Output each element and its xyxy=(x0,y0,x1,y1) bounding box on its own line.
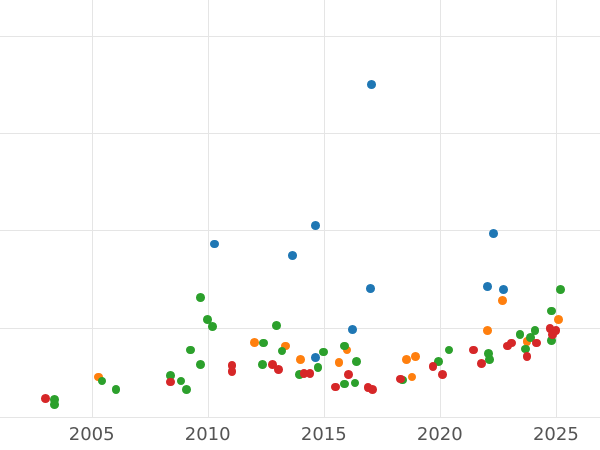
data-point-green xyxy=(50,395,59,404)
data-point-red xyxy=(227,366,237,376)
data-point-blue xyxy=(288,251,297,260)
data-point-red xyxy=(502,341,512,351)
data-point-red xyxy=(40,394,50,403)
data-point-orange xyxy=(411,352,420,362)
x-gridline xyxy=(91,0,93,417)
data-point-red xyxy=(477,359,486,368)
data-point-red xyxy=(548,330,557,339)
data-point-red xyxy=(522,352,532,362)
data-point-blue xyxy=(488,228,498,238)
data-point-green xyxy=(485,355,495,365)
data-point-green xyxy=(166,370,175,380)
x-tick-label: 2005 xyxy=(68,424,115,445)
data-point-blue xyxy=(210,239,220,249)
data-point-red xyxy=(299,368,309,378)
data-point-green xyxy=(556,285,565,295)
data-point-red xyxy=(545,324,555,333)
data-point-red xyxy=(469,345,478,355)
data-point-orange xyxy=(553,315,563,325)
data-point-green xyxy=(196,293,206,302)
data-point-green xyxy=(277,346,287,356)
data-point-red xyxy=(331,382,340,392)
data-point-green xyxy=(350,378,360,388)
data-point-blue xyxy=(311,221,321,230)
data-point-green xyxy=(111,385,121,395)
data-point-green xyxy=(434,357,444,366)
data-point-green xyxy=(526,332,535,342)
data-point-red xyxy=(437,369,447,379)
x-axis-line xyxy=(0,417,600,418)
data-point-blue xyxy=(367,80,376,89)
data-point-blue xyxy=(365,284,375,294)
data-point-green xyxy=(208,322,217,331)
data-point-green xyxy=(259,338,268,348)
data-point-blue xyxy=(499,285,509,295)
data-point-green xyxy=(521,344,531,354)
data-point-blue xyxy=(483,282,492,292)
x-tick-label: 2025 xyxy=(532,424,579,445)
data-point-blue xyxy=(348,325,358,334)
data-point-red xyxy=(507,338,517,348)
data-point-green xyxy=(97,376,107,386)
data-point-red xyxy=(343,369,353,379)
data-point-green xyxy=(340,341,350,351)
data-point-orange xyxy=(281,341,290,351)
x-gridline xyxy=(323,0,325,417)
plot-area xyxy=(0,0,600,417)
data-point-green xyxy=(257,360,267,369)
data-point-red xyxy=(368,385,377,395)
data-point-green xyxy=(271,321,281,330)
y-gridline xyxy=(0,230,600,232)
x-tick-label: 2015 xyxy=(300,424,347,445)
y-gridline xyxy=(0,36,600,37)
x-gridline xyxy=(555,0,557,417)
data-point-green xyxy=(351,357,361,366)
data-point-green xyxy=(546,306,556,316)
data-point-orange xyxy=(296,355,305,365)
data-point-green xyxy=(50,400,59,409)
data-point-green xyxy=(484,349,493,359)
y-gridline xyxy=(0,133,600,135)
data-point-green xyxy=(176,376,186,386)
data-point-green xyxy=(444,345,454,355)
data-point-orange xyxy=(342,345,352,355)
data-point-red xyxy=(166,377,175,387)
data-point-orange xyxy=(249,337,259,347)
data-point-green xyxy=(340,379,350,389)
data-point-red xyxy=(551,326,561,335)
data-point-red xyxy=(227,361,237,370)
data-point-red xyxy=(305,368,315,378)
data-point-green xyxy=(515,330,525,339)
data-point-orange xyxy=(401,355,411,365)
x-axis-tick-labels: 2005 2010 2015 2020 2025 xyxy=(0,417,600,450)
data-point-green xyxy=(530,326,540,335)
data-point-green xyxy=(196,360,206,369)
data-point-red xyxy=(531,338,541,348)
data-point-orange xyxy=(334,358,344,367)
x-tick-label: 2010 xyxy=(184,424,231,445)
data-point-green xyxy=(203,315,213,325)
x-tick-label: 2020 xyxy=(416,424,463,445)
x-gridline xyxy=(207,0,209,417)
x-gridline xyxy=(439,0,441,417)
data-point-red xyxy=(268,360,278,369)
data-point-red xyxy=(363,383,373,393)
data-point-red xyxy=(428,362,438,371)
data-point-red xyxy=(274,365,283,374)
data-point-green xyxy=(319,347,329,357)
data-point-red xyxy=(396,374,405,384)
data-point-orange xyxy=(498,296,507,305)
data-point-green xyxy=(182,385,192,395)
data-point-green xyxy=(295,369,304,379)
data-point-blue xyxy=(311,353,321,363)
data-point-green xyxy=(546,335,556,345)
data-point-green xyxy=(313,363,323,372)
y-gridline xyxy=(0,327,600,329)
data-point-green xyxy=(185,345,195,355)
data-point-orange xyxy=(407,372,417,382)
data-point-orange xyxy=(483,326,492,335)
